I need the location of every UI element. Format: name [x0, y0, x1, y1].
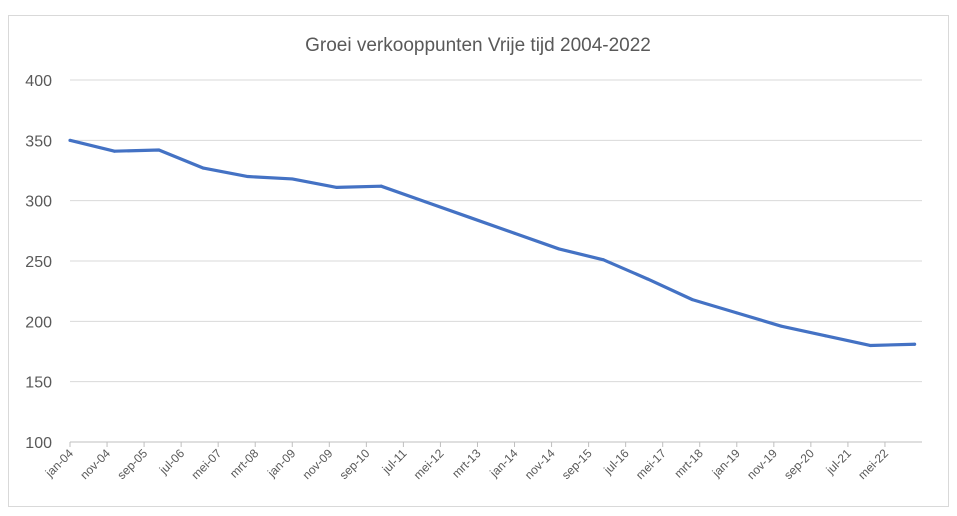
data-point — [646, 277, 650, 281]
x-tick-label: nov-09 — [300, 446, 336, 482]
x-tick-label: nov-19 — [744, 446, 780, 482]
data-point — [157, 148, 161, 152]
data-point — [379, 184, 383, 188]
chart-frame — [8, 15, 949, 507]
x-tick-label: jul-06 — [156, 446, 188, 478]
data-point — [68, 138, 72, 142]
x-tick-label: mei-17 — [633, 446, 669, 482]
data-point — [735, 311, 739, 315]
data-point — [112, 149, 116, 153]
x-tick-label: sep-05 — [114, 446, 150, 482]
x-tick-label: mrt-08 — [227, 446, 262, 481]
data-point — [424, 200, 428, 204]
y-tick-label: 250 — [25, 254, 52, 271]
y-tick-label: 300 — [25, 194, 52, 211]
x-tick-label: mei-07 — [188, 446, 224, 482]
x-tick-label: jul-16 — [600, 446, 632, 478]
x-tick-label: mrt-13 — [449, 446, 484, 481]
series-line — [68, 138, 917, 348]
data-point — [868, 343, 872, 347]
data-point — [913, 342, 917, 346]
data-point — [468, 216, 472, 220]
data-point — [335, 185, 339, 189]
x-tick-label: mrt-18 — [671, 446, 706, 481]
data-point — [779, 324, 783, 328]
data-point — [290, 177, 294, 181]
y-tick-label: 150 — [25, 375, 52, 392]
x-tick-label: jul-21 — [823, 446, 855, 478]
x-tick-label: sep-20 — [781, 446, 817, 482]
x-tick-label: mei-12 — [411, 446, 447, 482]
data-point — [246, 175, 250, 179]
x-tick-label: mei-22 — [855, 446, 891, 482]
data-point — [601, 258, 605, 262]
y-tick-label: 100 — [25, 435, 52, 452]
x-tick-label: jan-09 — [264, 446, 298, 480]
y-tick-label: 200 — [25, 314, 52, 331]
x-tick-label: jul-11 — [379, 446, 410, 477]
x-tick-label: sep-15 — [559, 446, 595, 482]
x-tick-label: jan-14 — [486, 446, 520, 480]
data-point — [690, 298, 694, 302]
x-tick-label: nov-04 — [77, 446, 113, 482]
x-tick-label: nov-14 — [522, 446, 558, 482]
x-tick-label: jan-19 — [709, 446, 743, 480]
y-tick-label: 350 — [25, 133, 52, 150]
y-tick-label: 400 — [25, 73, 52, 90]
data-point — [824, 334, 828, 338]
x-tick-label: sep-10 — [337, 446, 373, 482]
chart-title: Groei verkooppunten Vrije tijd 2004-2022 — [305, 35, 651, 56]
data-point — [513, 231, 517, 235]
data-point — [201, 166, 205, 170]
data-point — [557, 247, 561, 251]
